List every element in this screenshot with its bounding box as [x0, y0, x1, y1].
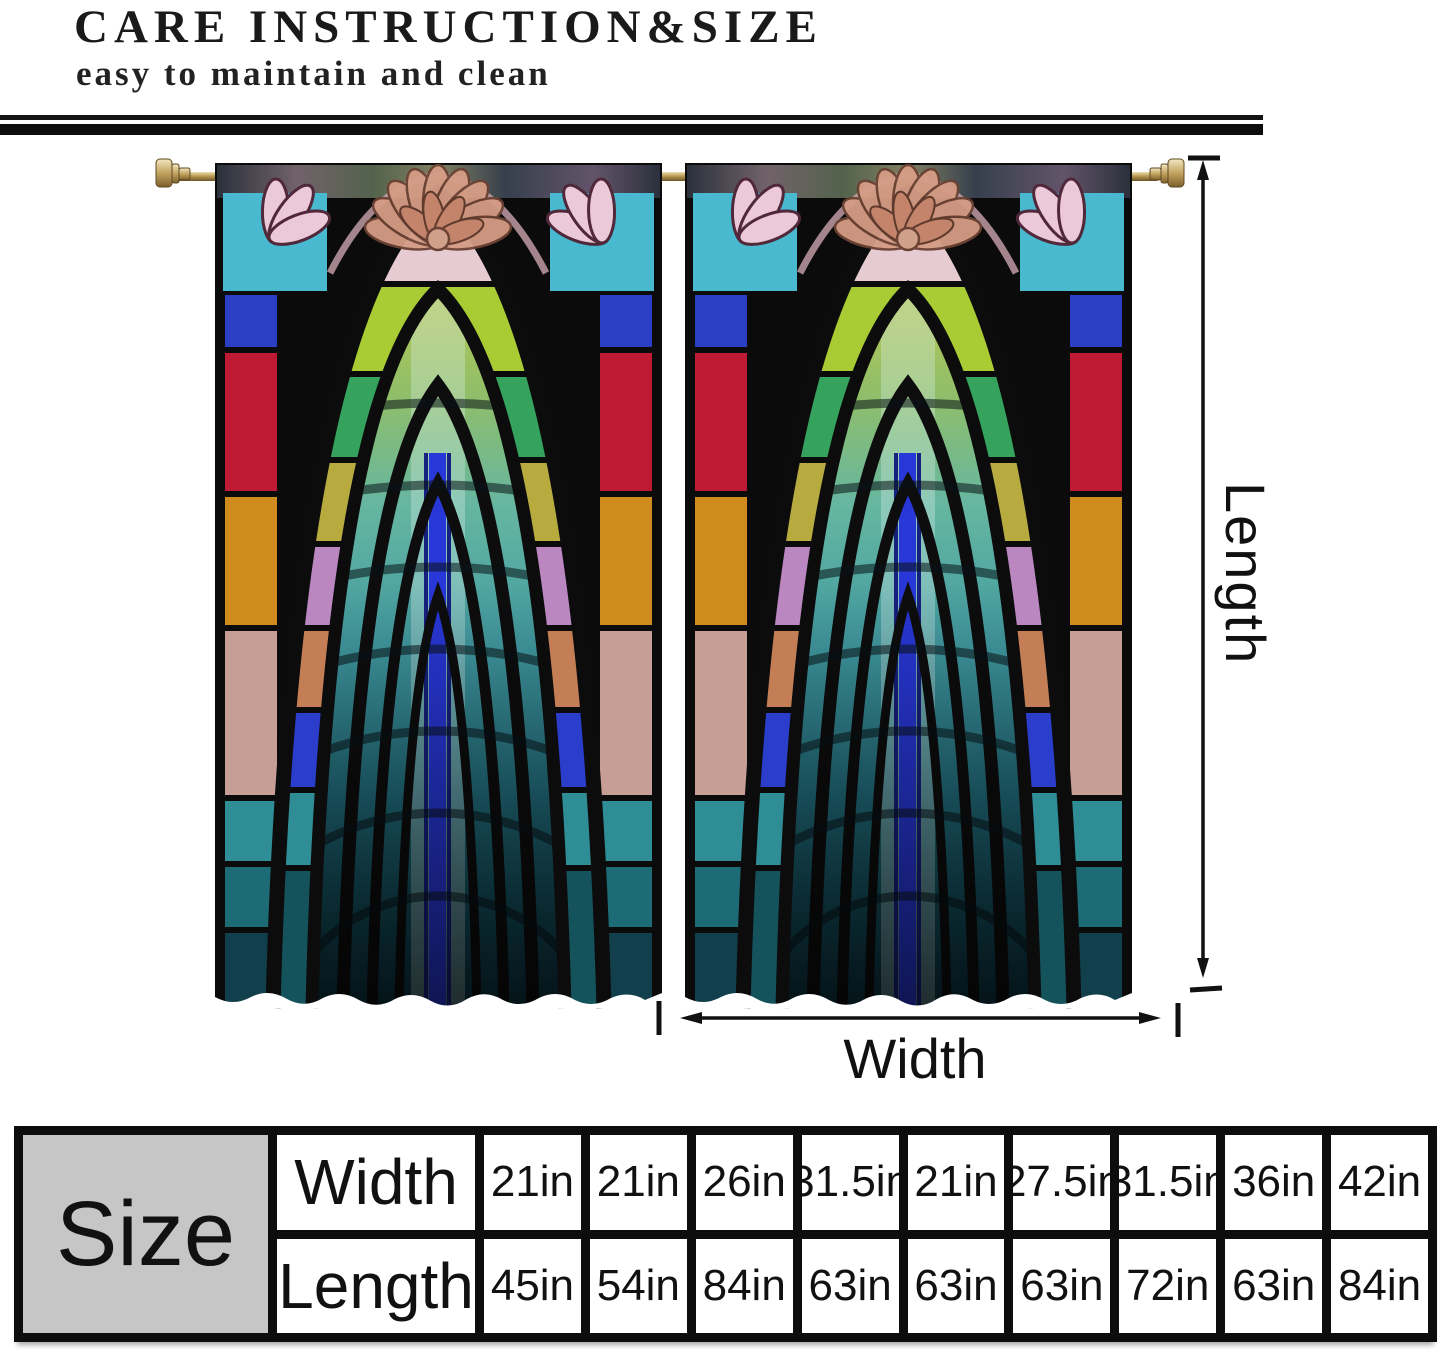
divider-thin-line [0, 115, 1263, 120]
width-arrow [656, 1001, 1181, 1037]
length-label: Length [1214, 482, 1277, 666]
width-value-cell: 21in [907, 1135, 1005, 1230]
rod-finial-right [1149, 158, 1185, 188]
width-value-cell: 21in [589, 1135, 687, 1230]
width-value-cell: 31.5in [801, 1135, 899, 1230]
length-value-cell: 63in [1013, 1238, 1111, 1333]
length-arrow [1188, 155, 1223, 993]
length-value-cell: 84in [695, 1238, 793, 1333]
length-value-cell: 63in [907, 1238, 1005, 1333]
width-row-header: Width [277, 1135, 475, 1230]
size-corner-cell: Size [23, 1135, 268, 1333]
curtain-illustration [150, 145, 1190, 1045]
page-title: CARE INSTRUCTION&SIZE [74, 1, 823, 53]
length-value-cell: 63in [1225, 1238, 1323, 1333]
length-value-cell: 54in [589, 1238, 687, 1333]
length-row-header: Length [277, 1238, 475, 1333]
size-table: Size Width 21in 21in 26in 31.5in 21in 27… [14, 1126, 1437, 1342]
length-value-cell: 63in [801, 1238, 899, 1333]
length-value-cell: 72in [1119, 1238, 1217, 1333]
header-divider [0, 115, 1263, 135]
rod-finial-left [155, 158, 191, 188]
page-subtitle: easy to maintain and clean [76, 54, 551, 93]
width-value-cell: 36in [1225, 1135, 1323, 1230]
width-value-cell: 27.5in [1013, 1135, 1111, 1230]
length-value-cell: 84in [1331, 1238, 1428, 1333]
width-value-cell: 21in [484, 1135, 581, 1230]
divider-thick-line [0, 124, 1263, 135]
width-label: Width [843, 1027, 987, 1090]
length-value-cell: 45in [484, 1238, 581, 1333]
width-value-cell: 42in [1331, 1135, 1428, 1230]
width-value-cell: 31.5in [1119, 1135, 1217, 1230]
width-value-cell: 26in [695, 1135, 793, 1230]
